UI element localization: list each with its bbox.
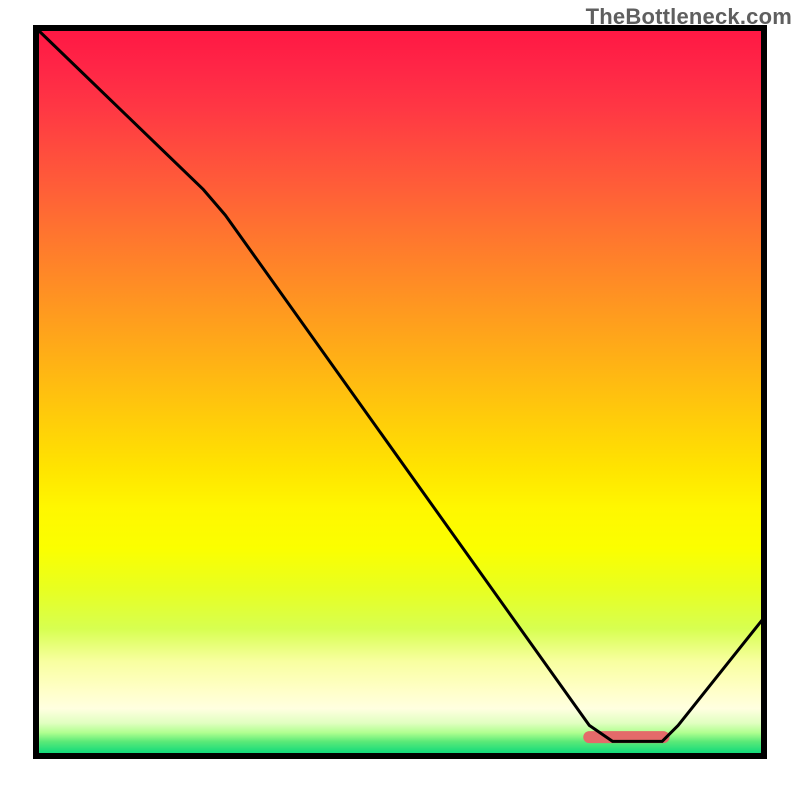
bottleneck-chart	[0, 0, 800, 800]
watermark-text: TheBottleneck.com	[586, 4, 792, 30]
gradient-background	[36, 28, 764, 756]
chart-container: TheBottleneck.com	[0, 0, 800, 800]
